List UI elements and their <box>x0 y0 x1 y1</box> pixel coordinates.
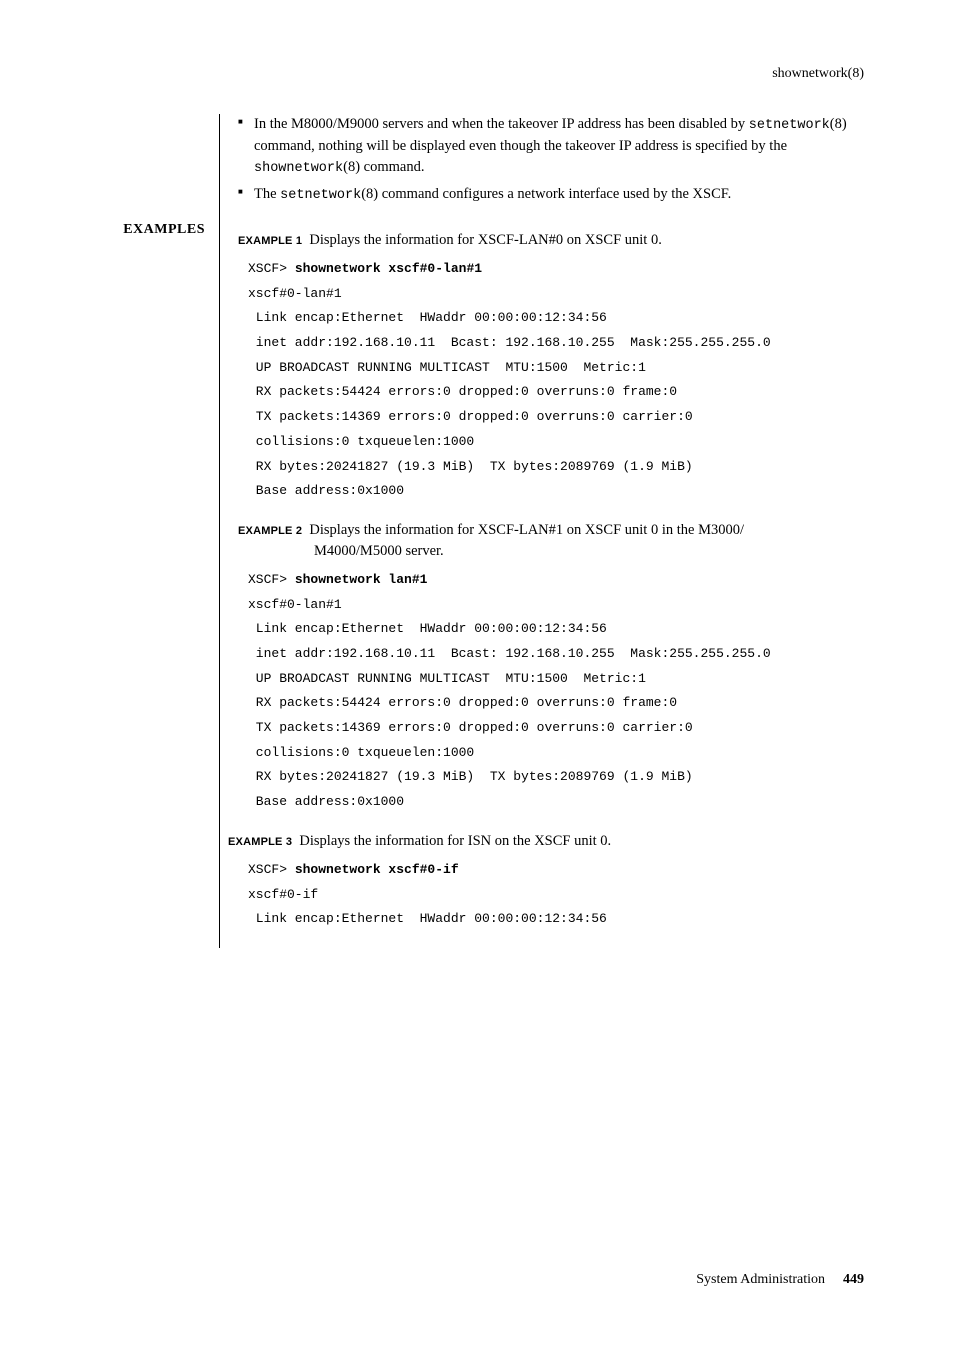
ex1-out4: UP BROADCAST RUNNING MULTICAST MTU:1500 … <box>248 360 646 375</box>
ex3-cmd: shownetwork xscf#0-if <box>295 862 459 877</box>
page-footer: System Administration 449 <box>696 1270 864 1290</box>
example1-label: EXAMPLE 1 <box>238 235 302 247</box>
ex2-out2: Link encap:Ethernet HWaddr 00:00:00:12:3… <box>248 621 607 636</box>
ex1-out5: RX packets:54424 errors:0 dropped:0 over… <box>248 384 677 399</box>
example2-text-b: M4000/M5000 server. <box>238 541 864 562</box>
page-header: shownetwork(8) <box>90 64 864 84</box>
bullet1-code1: setnetwork <box>749 118 830 133</box>
example2-code: XSCF> shownetwork lan#1 xscf#0-lan#1 Lin… <box>248 568 864 815</box>
ex1-prompt: XSCF> <box>248 261 295 276</box>
ex1-out8: RX bytes:20241827 (19.3 MiB) TX bytes:20… <box>248 459 693 474</box>
left-label-examples: EXAMPLES <box>90 220 219 240</box>
ex2-prompt: XSCF> <box>248 572 295 587</box>
bullet-list: In the M8000/M9000 servers and when the … <box>238 114 864 206</box>
example3-text: Displays the information for ISN on the … <box>299 833 611 849</box>
bullet2-text-b: (8) command configures a network interfa… <box>361 186 731 202</box>
example3-code: XSCF> shownetwork xscf#0-if xscf#0-if Li… <box>248 858 864 932</box>
ex1-out1: xscf#0-lan#1 <box>248 286 342 301</box>
example2-text-a: Displays the information for XSCF-LAN#1 … <box>309 522 744 538</box>
example3-label: EXAMPLE 3 <box>228 836 292 848</box>
example2-heading: EXAMPLE 2 Displays the information for X… <box>238 520 864 562</box>
example1-text: Displays the information for XSCF-LAN#0 … <box>309 232 661 248</box>
row-bullets: In the M8000/M9000 servers and when the … <box>90 114 864 220</box>
ex2-out6: TX packets:14369 errors:0 dropped:0 over… <box>248 720 693 735</box>
ex1-cmd: shownetwork xscf#0-lan#1 <box>295 261 482 276</box>
ex1-out7: collisions:0 txqueuelen:1000 <box>248 434 474 449</box>
ex2-out4: UP BROADCAST RUNNING MULTICAST MTU:1500 … <box>248 671 646 686</box>
ex2-cmd: shownetwork lan#1 <box>295 572 428 587</box>
example3-heading: EXAMPLE 3 Displays the information for I… <box>228 831 864 852</box>
example1-heading: EXAMPLE 1 Displays the information for X… <box>238 230 864 251</box>
ex2-out7: collisions:0 txqueuelen:1000 <box>248 745 474 760</box>
bullet2-text-a: The <box>254 186 280 202</box>
ex2-out1: xscf#0-lan#1 <box>248 597 342 612</box>
footer-page: 449 <box>843 1272 864 1287</box>
ex1-out9: Base address:0x1000 <box>248 483 404 498</box>
bullet1-code2: shownetwork <box>254 161 343 176</box>
bullet-item-2: The setnetwork(8) command configures a n… <box>238 184 864 206</box>
bullet1-text-a: In the M8000/M9000 servers and when the … <box>254 116 749 132</box>
ex3-out2: Link encap:Ethernet HWaddr 00:00:00:12:3… <box>248 911 607 926</box>
page: shownetwork(8) In the M8000/M9000 server… <box>0 0 954 948</box>
right-bullets: In the M8000/M9000 servers and when the … <box>219 114 864 220</box>
ex2-out5: RX packets:54424 errors:0 dropped:0 over… <box>248 695 677 710</box>
ex2-out3: inet addr:192.168.10.11 Bcast: 192.168.1… <box>248 646 771 661</box>
ex1-out2: Link encap:Ethernet HWaddr 00:00:00:12:3… <box>248 310 607 325</box>
ex3-out1: xscf#0-if <box>248 887 318 902</box>
row-examples: EXAMPLES EXAMPLE 1 Displays the informat… <box>90 220 864 948</box>
bullet-item-1: In the M8000/M9000 servers and when the … <box>238 114 864 178</box>
ex1-out6: TX packets:14369 errors:0 dropped:0 over… <box>248 409 693 424</box>
ex1-out3: inet addr:192.168.10.11 Bcast: 192.168.1… <box>248 335 771 350</box>
right-examples: EXAMPLE 1 Displays the information for X… <box>219 220 864 948</box>
footer-text: System Administration <box>696 1272 825 1287</box>
ex3-prompt: XSCF> <box>248 862 295 877</box>
ex2-out9: Base address:0x1000 <box>248 794 404 809</box>
bullet2-code: setnetwork <box>280 188 361 203</box>
bullet1-text-c: (8) command. <box>343 159 424 175</box>
ex2-out8: RX bytes:20241827 (19.3 MiB) TX bytes:20… <box>248 769 693 784</box>
example1-code: XSCF> shownetwork xscf#0-lan#1 xscf#0-la… <box>248 257 864 504</box>
example2-label: EXAMPLE 2 <box>238 525 302 537</box>
